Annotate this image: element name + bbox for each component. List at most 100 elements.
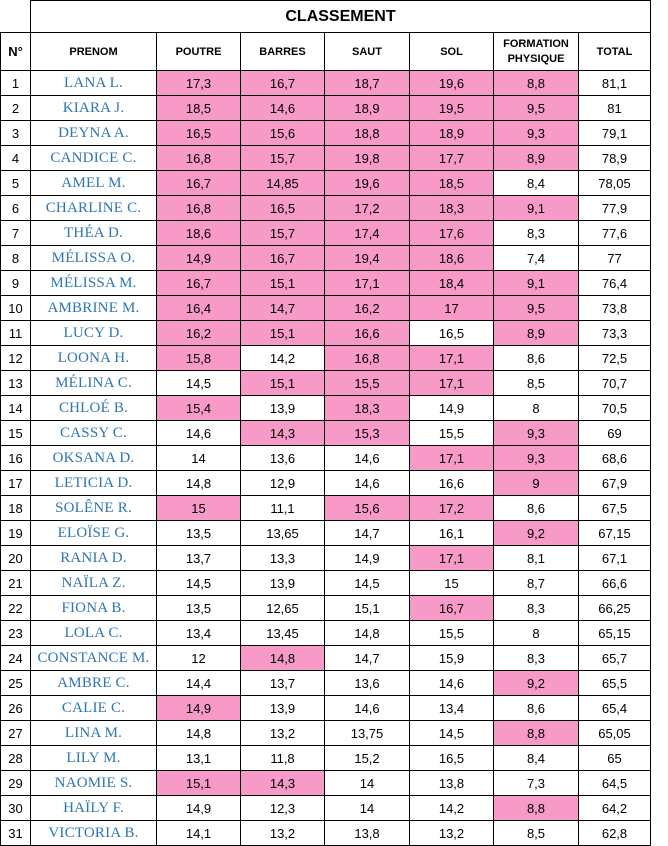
score-sol: 16,5 bbox=[409, 745, 494, 771]
score-poutre: 14,8 bbox=[156, 720, 241, 746]
score-sol: 16,7 bbox=[409, 595, 494, 621]
athlete-name: MÉLISSA O. bbox=[30, 245, 157, 271]
score-poutre: 18,6 bbox=[156, 220, 241, 246]
table-row: 8 MÉLISSA O. 14,9 16,7 19,4 18,6 7,4 77 bbox=[0, 245, 651, 271]
col-header-number: N° bbox=[0, 32, 31, 71]
score-saut: 18,8 bbox=[324, 120, 410, 146]
table-row: 31 VICTORIA B. 14,1 13,2 13,8 13,2 8,5 62,8 bbox=[0, 820, 651, 846]
table-row: 11 LUCY D. 16,2 15,1 16,6 16,5 8,9 73,3 bbox=[0, 320, 651, 346]
col-header-saut: SAUT bbox=[324, 32, 410, 71]
score-formation-physique: 9,2 bbox=[493, 670, 579, 696]
row-number: 4 bbox=[0, 145, 31, 171]
score-barres: 13,6 bbox=[240, 445, 325, 471]
table-row: 28 LILY M. 13,1 11,8 15,2 16,5 8,4 65 bbox=[0, 745, 651, 771]
athlete-name: CHARLINE C. bbox=[30, 195, 157, 221]
score-sol: 18,9 bbox=[409, 120, 494, 146]
table-row: 4 CANDICE C. 16,8 15,7 19,8 17,7 8,9 78,9 bbox=[0, 145, 651, 171]
table-row: 26 CALIE C. 14,9 13,9 14,6 13,4 8,6 65,4 bbox=[0, 695, 651, 721]
score-barres: 13,65 bbox=[240, 520, 325, 546]
score-saut: 13,8 bbox=[324, 820, 410, 846]
score-poutre: 15,1 bbox=[156, 770, 241, 796]
athlete-name: AMBRE C. bbox=[30, 670, 157, 696]
score-formation-physique: 8,8 bbox=[493, 795, 579, 821]
athlete-name: MÉLISSA M. bbox=[30, 270, 157, 296]
score-sol: 16,6 bbox=[409, 470, 494, 496]
score-barres: 14,3 bbox=[240, 770, 325, 796]
score-total: 67,5 bbox=[578, 495, 651, 521]
score-total: 66,6 bbox=[578, 570, 651, 596]
score-saut: 14,6 bbox=[324, 445, 410, 471]
row-number: 27 bbox=[0, 720, 31, 746]
score-saut: 15,6 bbox=[324, 495, 410, 521]
score-sol: 18,6 bbox=[409, 245, 494, 271]
athlete-name: LOONA H. bbox=[30, 345, 157, 371]
score-saut: 17,4 bbox=[324, 220, 410, 246]
score-poutre: 14,5 bbox=[156, 570, 241, 596]
score-sol: 13,4 bbox=[409, 695, 494, 721]
table-row: 14 CHLOÉ B. 15,4 13,9 18,3 14,9 8 70,5 bbox=[0, 395, 651, 421]
score-sol: 16,1 bbox=[409, 520, 494, 546]
row-number: 7 bbox=[0, 220, 31, 246]
table-row: 24 CONSTANCE M. 12 14,8 14,7 15,9 8,3 65,7 bbox=[0, 645, 651, 671]
score-sol: 16,5 bbox=[409, 320, 494, 346]
score-saut: 15,1 bbox=[324, 595, 410, 621]
score-barres: 13,2 bbox=[240, 820, 325, 846]
score-poutre: 14,8 bbox=[156, 470, 241, 496]
score-barres: 13,7 bbox=[240, 670, 325, 696]
score-total: 62,8 bbox=[578, 820, 651, 846]
score-sol: 19,6 bbox=[409, 70, 494, 96]
score-barres: 15,1 bbox=[240, 370, 325, 396]
row-number: 19 bbox=[0, 520, 31, 546]
score-barres: 12,3 bbox=[240, 795, 325, 821]
col-header-barres: BARRES bbox=[240, 32, 325, 71]
score-total: 65,05 bbox=[578, 720, 651, 746]
row-number: 15 bbox=[0, 420, 31, 446]
score-formation-physique: 9,3 bbox=[493, 120, 579, 146]
score-sol: 17,1 bbox=[409, 445, 494, 471]
score-poutre: 18,5 bbox=[156, 95, 241, 121]
score-poutre: 13,5 bbox=[156, 520, 241, 546]
score-formation-physique: 9,1 bbox=[493, 195, 579, 221]
athlete-name: NAÏLA Z. bbox=[30, 570, 157, 596]
score-formation-physique: 8,5 bbox=[493, 820, 579, 846]
score-total: 65,7 bbox=[578, 645, 651, 671]
ranking-sheet: CLASSEMENT N° PRENOM POUTRE BARRES SAUT … bbox=[0, 0, 651, 846]
athlete-name: SOLÊNE R. bbox=[30, 495, 157, 521]
score-total: 69 bbox=[578, 420, 651, 446]
score-sol: 17,1 bbox=[409, 345, 494, 371]
title-row: CLASSEMENT bbox=[0, 0, 651, 33]
table-row: 3 DEYNA A. 16,5 15,6 18,8 18,9 9,3 79,1 bbox=[0, 120, 651, 146]
score-saut: 14,7 bbox=[324, 645, 410, 671]
score-barres: 15,7 bbox=[240, 220, 325, 246]
athlete-name: AMBRINE M. bbox=[30, 295, 157, 321]
score-poutre: 16,5 bbox=[156, 120, 241, 146]
table-row: 13 MÉLINA C. 14,5 15,1 15,5 17,1 8,5 70,7 bbox=[0, 370, 651, 396]
col-header-formation-physique: FORMATION PHYSIQUE bbox=[493, 32, 579, 71]
score-poutre: 14,4 bbox=[156, 670, 241, 696]
score-total: 70,7 bbox=[578, 370, 651, 396]
athlete-name: LANA L. bbox=[30, 70, 157, 96]
score-saut: 19,4 bbox=[324, 245, 410, 271]
score-barres: 14,3 bbox=[240, 420, 325, 446]
score-barres: 16,7 bbox=[240, 245, 325, 271]
score-total: 81 bbox=[578, 95, 651, 121]
score-barres: 14,2 bbox=[240, 345, 325, 371]
score-barres: 15,1 bbox=[240, 320, 325, 346]
score-sol: 17,6 bbox=[409, 220, 494, 246]
athlete-name: CONSTANCE M. bbox=[30, 645, 157, 671]
score-formation-physique: 9 bbox=[493, 470, 579, 496]
score-poutre: 16,8 bbox=[156, 145, 241, 171]
score-poutre: 16,8 bbox=[156, 195, 241, 221]
row-number: 20 bbox=[0, 545, 31, 571]
score-barres: 11,1 bbox=[240, 495, 325, 521]
score-formation-physique: 8,6 bbox=[493, 495, 579, 521]
athlete-name: CASSY C. bbox=[30, 420, 157, 446]
athlete-name: HAÏLY F. bbox=[30, 795, 157, 821]
score-poutre: 17,3 bbox=[156, 70, 241, 96]
score-total: 77,6 bbox=[578, 220, 651, 246]
score-sol: 17,1 bbox=[409, 545, 494, 571]
row-number: 16 bbox=[0, 445, 31, 471]
score-barres: 13,9 bbox=[240, 395, 325, 421]
athlete-name: LETICIA D. bbox=[30, 470, 157, 496]
table-row: 1 LANA L. 17,3 16,7 18,7 19,6 8,8 81,1 bbox=[0, 70, 651, 96]
